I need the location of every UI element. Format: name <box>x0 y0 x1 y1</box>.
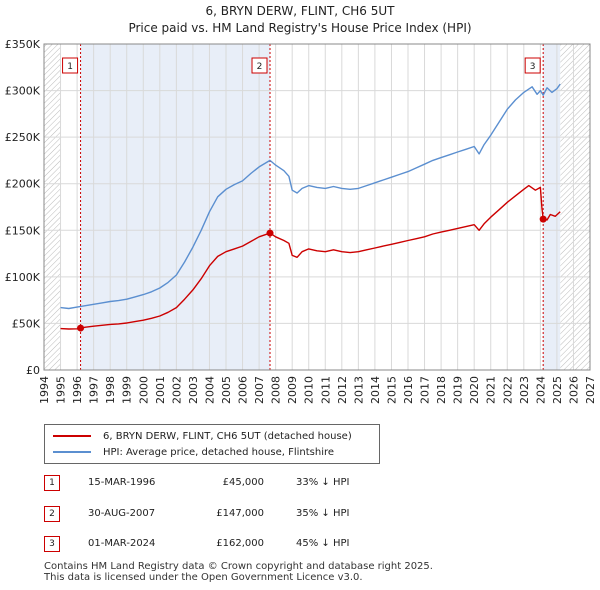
property-price-line <box>60 184 561 330</box>
x-tick-label: 2023 <box>518 376 531 404</box>
x-tick-label: 2008 <box>270 376 283 404</box>
x-tick-label: 2019 <box>452 376 465 404</box>
legend-item-property: 6, BRYN DERW, FLINT, CH6 5UT (detached h… <box>53 429 352 443</box>
ownership-band <box>543 44 561 370</box>
sale-label-box <box>251 57 268 74</box>
sale-point <box>77 324 85 332</box>
x-tick-label: 2006 <box>237 376 250 404</box>
hpi-line <box>60 83 561 310</box>
plot-border <box>43 43 591 371</box>
x-tick-label: 1999 <box>121 376 134 404</box>
sale-hpi-diff: 35% ↓ HPI <box>296 508 350 519</box>
x-tick-label: 1994 <box>38 376 51 404</box>
chart-subtitle: Price paid vs. HM Land Registry's House … <box>128 21 472 35</box>
x-tick-label: 2025 <box>551 376 564 404</box>
sale-point <box>266 229 274 237</box>
x-tick-label: 2016 <box>402 376 415 404</box>
legend-label-property: 6, BRYN DERW, FLINT, CH6 5UT (detached h… <box>103 430 352 442</box>
x-tick-label: 2024 <box>534 376 547 404</box>
x-tick-label: 2022 <box>501 376 514 404</box>
x-tick-label: 2001 <box>154 376 167 404</box>
legend: 6, BRYN DERW, FLINT, CH6 5UT (detached h… <box>44 424 380 464</box>
y-tick-label: £100K <box>5 271 41 284</box>
x-tick-label: 2014 <box>369 376 382 404</box>
legend-swatch-property <box>53 435 91 437</box>
sale-hpi-diff: 45% ↓ HPI <box>296 538 350 549</box>
sale-label-text: 3 <box>530 62 536 72</box>
x-tick-label: 2015 <box>385 376 398 404</box>
y-tick-label: £150K <box>5 224 41 237</box>
sale-label-box <box>524 57 541 74</box>
sale-price: £147,000 <box>216 508 264 519</box>
x-tick-label: 2027 <box>584 376 597 404</box>
x-tick-label: 2011 <box>319 376 332 404</box>
legend-item-hpi: HPI: Average price, detached house, Flin… <box>53 445 334 459</box>
sale-label-text: 2 <box>257 62 263 72</box>
x-tick-label: 2017 <box>419 376 432 404</box>
ownership-band <box>80 44 271 370</box>
x-tick-label: 1995 <box>55 376 68 404</box>
no-data-region-start <box>44 44 61 370</box>
y-tick-label: £200K <box>5 178 41 191</box>
sale-date: 01-MAR-2024 <box>88 538 156 549</box>
x-tick-label: 2010 <box>303 376 316 404</box>
y-tick-label: £250K <box>5 131 41 144</box>
sale-label: 2 <box>251 57 268 74</box>
footer-copyright: Contains HM Land Registry data © Crown c… <box>44 561 433 572</box>
no-data-region-end <box>560 44 590 370</box>
y-tick-label: £50K <box>12 317 41 330</box>
sale-date: 15-MAR-1996 <box>88 477 156 488</box>
sale-date: 30-AUG-2007 <box>88 508 156 519</box>
sale-point <box>539 215 547 223</box>
sale-price: £162,000 <box>216 538 264 549</box>
x-tick-label: 2004 <box>203 376 216 404</box>
x-tick-label: 1997 <box>88 376 101 404</box>
sale-hpi-diff: 33% ↓ HPI <box>296 477 350 488</box>
sale-label: 1 <box>62 57 79 74</box>
legend-label-hpi: HPI: Average price, detached house, Flin… <box>103 446 335 458</box>
y-tick-label: £300K <box>5 85 41 98</box>
x-tick-label: 2026 <box>567 376 580 404</box>
x-tick-label: 2012 <box>336 376 349 404</box>
x-tick-label: 2018 <box>435 376 448 404</box>
x-tick-label: 2009 <box>286 376 299 404</box>
x-tick-label: 1996 <box>71 376 84 404</box>
x-tick-label: 2013 <box>352 376 365 404</box>
x-tick-label: 1998 <box>104 376 117 404</box>
x-tick-label: 2002 <box>170 376 183 404</box>
footer-licence: This data is licensed under the Open Gov… <box>44 572 363 583</box>
x-tick-label: 2003 <box>187 376 200 404</box>
sale-label: 3 <box>524 57 541 74</box>
sale-marker-badge: 1 <box>44 475 60 491</box>
sale-marker-badge: 2 <box>44 506 60 522</box>
sale-label-box <box>62 57 79 74</box>
x-tick-label: 2005 <box>220 376 233 404</box>
sale-price: £45,000 <box>222 477 264 488</box>
sale-label-text: 1 <box>67 62 73 72</box>
sale-marker-badge: 3 <box>44 536 60 552</box>
x-tick-label: 2000 <box>137 376 150 404</box>
legend-swatch-hpi <box>53 451 91 453</box>
price-chart: 1 2 3 £0 £50K £100K £150K £200K £250K £300K £350K 1… <box>5 38 597 404</box>
x-tick-label: 2007 <box>253 376 266 404</box>
y-tick-label: £0 <box>26 364 40 377</box>
x-tick-label: 2021 <box>485 376 498 404</box>
y-tick-label: £350K <box>5 38 41 51</box>
x-tick-label: 2020 <box>468 376 481 404</box>
chart-title: 6, BRYN DERW, FLINT, CH6 5UT <box>205 4 395 18</box>
